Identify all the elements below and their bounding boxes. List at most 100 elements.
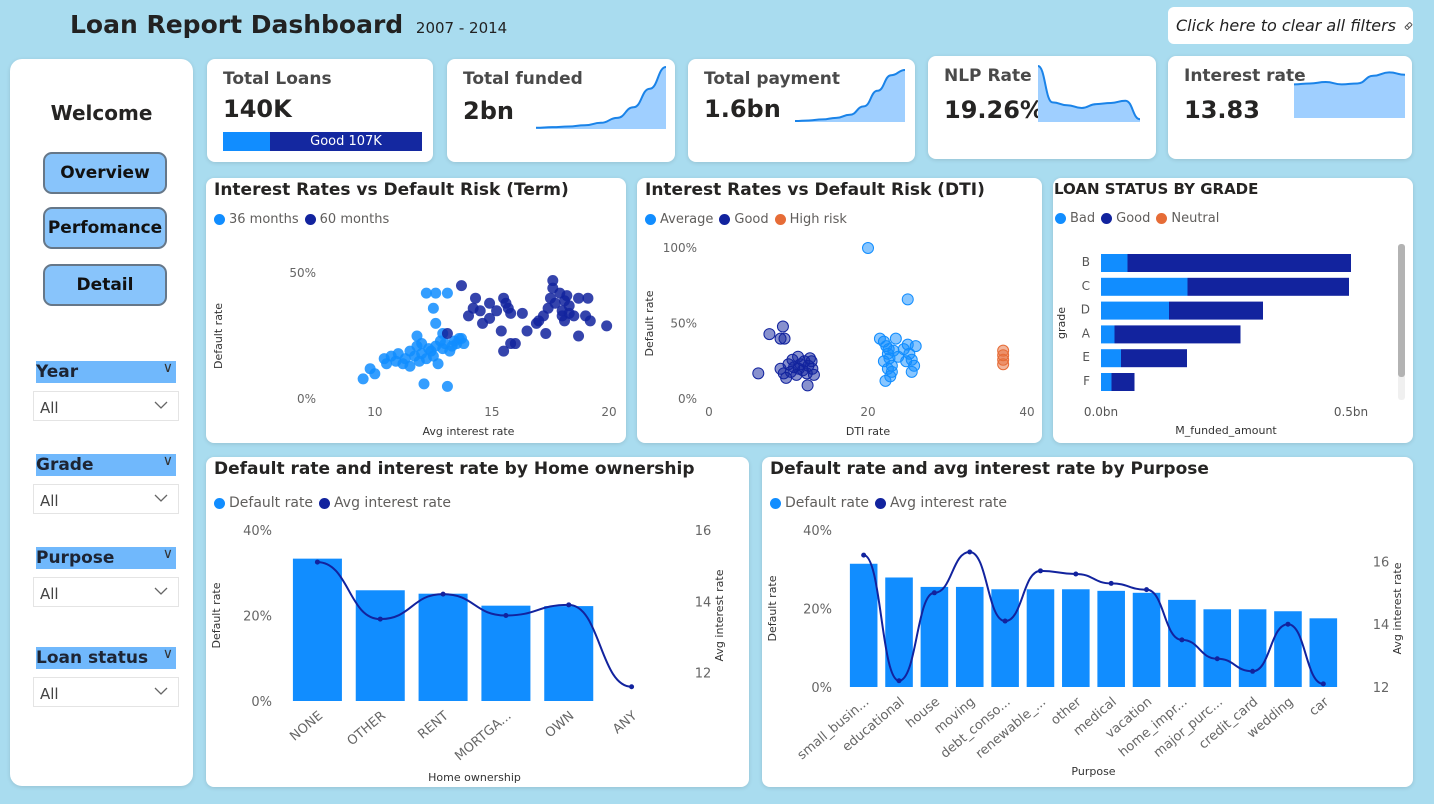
sparkline-area [795,70,905,122]
data-point [997,358,1010,371]
nav-overview-button[interactable]: Overview [43,152,167,194]
legend-item[interactable]: Avg interest rate [319,495,451,511]
x-axis-label: Avg interest rate [423,425,515,438]
slicer-grade-header[interactable]: Grade ∨ [36,453,176,476]
bar-segment [1101,301,1169,320]
kpi-label: Total Loans [223,69,332,89]
slicer-purpose-dropdown[interactable]: All [33,577,179,607]
legend-item[interactable]: Average [645,212,713,227]
bar-segment [1101,373,1112,391]
data-point [568,310,580,322]
kpi-value: 19.26% [944,96,1044,124]
data-point [498,345,510,357]
line-point [861,552,867,558]
y-tick-label: A [1082,326,1091,340]
sparkline-total-payment [794,69,906,122]
legend-label: High risk [789,212,847,227]
line-point [440,591,446,597]
y2-axis-label: Avg interest rate [713,569,726,661]
bar [1026,589,1055,687]
data-point [441,327,453,339]
legend-item[interactable]: Avg interest rate [875,495,1007,511]
data-point [427,302,439,314]
bar-segment [1169,301,1263,320]
data-point [470,292,482,304]
data-point [484,312,496,324]
slicer-loan-status-header[interactable]: Loan status ∨ [36,646,176,669]
slicer-loan-status-dropdown[interactable]: All [33,677,179,707]
y-tick-label: 40% [243,524,272,539]
data-point [601,320,613,332]
legend-item[interactable]: Default rate [214,495,313,511]
data-point [411,330,423,342]
data-point [776,320,789,333]
data-point [763,328,776,341]
bar [1203,609,1232,687]
data-point [432,358,444,370]
data-point [584,315,596,327]
chevron-down-icon [154,687,168,695]
y-tick-label: D [1081,303,1090,317]
slicer-loan-status-label: Loan status [36,648,149,668]
legend-label: Avg interest rate [334,495,452,511]
legend-dot-icon [1156,213,1168,224]
kpi-label: NLP Rate [944,66,1032,86]
bar [418,593,468,701]
chevron-down-icon[interactable]: ∨ [162,453,173,469]
x-tick-label: MORTGA... [452,709,514,765]
data-point [885,365,898,378]
sparkline-interest-rate [1293,71,1406,118]
kpi-nlp-rate: NLP Rate 19.26% [928,56,1156,159]
bar [1132,592,1161,687]
data-point [582,292,594,304]
x-tick-label: 15 [484,405,499,419]
legend-item[interactable]: 60 months [304,212,389,227]
legend-dot-icon [774,214,786,225]
line-point [503,613,509,618]
clear-filters-button[interactable]: Click here to clear all filters [1168,7,1413,44]
line-point [1002,618,1008,624]
slicer-grade-dropdown[interactable]: All [33,484,179,514]
data-point [420,287,432,299]
chart-legend: Bad Good Neutral [1055,211,1219,226]
data-point [900,355,913,368]
legend-item[interactable]: Good [1101,211,1150,226]
legend-item[interactable]: Bad [1055,211,1095,226]
bar [1168,599,1196,687]
nav-performance-button[interactable]: Perfomance [43,207,167,249]
bar [849,563,878,687]
bar [1062,589,1090,687]
data-point [404,360,416,372]
chart-title: Default rate and interest rate by Home o… [214,459,695,479]
data-point [905,365,918,378]
chevron-down-icon[interactable]: ∨ [162,646,173,662]
legend-item[interactable]: High risk [774,212,847,227]
nav-detail-button[interactable]: Detail [43,264,167,306]
legend-label: Neutral [1171,211,1220,226]
home-ownership-chart: 0% 20% 40% 12 14 16 NONE OTHER RENT MORTGA... OWN A… [210,524,726,784]
data-point [549,297,561,309]
bar-segment [1114,325,1241,344]
line-point [896,678,902,684]
chevron-down-icon[interactable]: ∨ [162,360,173,376]
chart-title: Interest Rates vs Default Risk (Term) [214,180,569,200]
y2-tick-label: 16 [1373,555,1390,570]
slicer-year-header[interactable]: Year ∨ [36,360,176,383]
legend-item[interactable]: Default rate [770,495,869,511]
scrollbar-thumb[interactable] [1398,244,1405,377]
data-point [547,275,559,287]
purpose-chart: 0%20%40%121416small_busin...educationalh… [766,524,1404,778]
sparkline-line [1037,65,1141,121]
legend-item[interactable]: Neutral [1156,211,1219,226]
y2-tick-label: 12 [1373,681,1390,696]
chevron-down-icon[interactable]: ∨ [162,546,173,562]
bar-segment [1101,325,1115,344]
legend-item[interactable]: Good [719,212,769,227]
slicer-year-dropdown[interactable]: All [33,391,179,421]
legend-item[interactable]: 36 months [214,212,299,227]
line-point [377,616,383,622]
slicer-purpose-header[interactable]: Purpose ∨ [36,546,176,569]
home-ownership-card: Default rate and interest rate by Home o… [206,457,749,787]
chart-legend: 36 months 60 months [214,212,389,227]
